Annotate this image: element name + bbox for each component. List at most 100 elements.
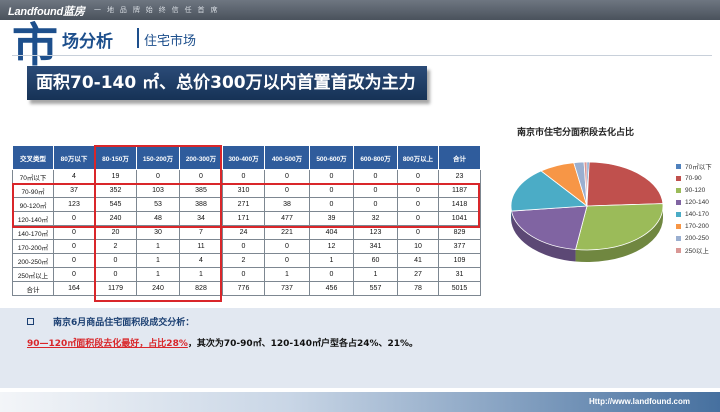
table-cell: 0: [397, 169, 439, 184]
table-cell: 477: [264, 211, 310, 226]
chart-legend: 70㎡以下 70-90 90-120 120-140 140-170 170-200 200…: [676, 160, 712, 256]
table-cell: 0: [264, 253, 310, 268]
table-cell: 240: [136, 281, 180, 296]
table-cell: 1: [179, 267, 223, 282]
column-header: 交叉类型: [12, 145, 54, 170]
analysis-title: 南京6月商品住宅面积段成交分析：: [53, 318, 195, 328]
table-cell: 0: [136, 169, 180, 184]
table-cell: 1: [309, 253, 354, 268]
pie-slice-side: [575, 206, 663, 262]
table-cell: 829: [438, 225, 481, 240]
legend-item: 170-200: [676, 220, 712, 232]
column-header: 80万以下: [53, 145, 95, 170]
table-cell: 1: [136, 253, 180, 268]
legend-label: 170-200: [685, 222, 709, 230]
table-cell: 1: [264, 267, 310, 282]
legend-item: 140-170: [676, 208, 712, 220]
row-label: 合计: [12, 281, 54, 296]
table-cell: 123: [353, 225, 398, 240]
cross-table: 交叉类型 80万以下 80-150万 150-200万 200-300万 300-400万…: [12, 145, 481, 296]
legend-swatch: [676, 187, 681, 193]
table-cell: 0: [264, 239, 310, 254]
table-cell: 0: [222, 239, 265, 254]
area-pie-chart: [510, 161, 664, 262]
legend-label: 70㎡以下: [685, 164, 712, 171]
table-cell: 0: [309, 183, 354, 198]
table-cell: 11: [179, 239, 223, 254]
table-cell: 0: [53, 253, 95, 268]
section-big-char: 市: [12, 18, 58, 72]
headline-banner: 面积70-140 ㎡、总价300万以内首置首改为主力: [27, 66, 427, 100]
table-cell: 103: [136, 183, 180, 198]
table-cell: 41: [397, 253, 439, 268]
table-cell: 1179: [94, 281, 137, 296]
table-cell: 0: [94, 253, 137, 268]
legend-swatch: [676, 211, 681, 217]
table-cell: 2: [222, 253, 265, 268]
table-cell: 0: [353, 197, 398, 212]
top-bar: Landfound蓝房 一 地 品 牌 始 终 信 任 首 席: [0, 0, 720, 20]
table-cell: 19: [94, 169, 137, 184]
legend-item: 120-140: [676, 196, 712, 208]
section-title: 场分析: [62, 32, 113, 52]
column-header: 800万以上: [397, 145, 439, 170]
legend-item: 200-250: [676, 232, 712, 244]
table-header-row: 交叉类型 80万以下 80-150万 150-200万 200-300万 300-400万…: [12, 145, 481, 170]
table-cell: 0: [397, 197, 439, 212]
table-cell: 0: [179, 169, 223, 184]
legend-swatch: [676, 223, 681, 229]
legend-label: 250以上: [685, 248, 709, 255]
section-divider: [137, 28, 139, 48]
table-cell: 31: [438, 267, 481, 282]
legend-item: 90-120: [676, 184, 712, 196]
table-cell: 123: [53, 197, 95, 212]
table-cell: 0: [309, 169, 354, 184]
column-header: 80-150万: [94, 145, 137, 170]
legend-label: 200-250: [685, 234, 709, 242]
row-label: 70㎡以下: [12, 169, 54, 184]
table-cell: 5015: [438, 281, 481, 296]
table-row: 合计 164 1179 240 828 776 737 456 557 78 5015: [12, 281, 481, 296]
table-cell: 171: [222, 211, 265, 226]
table-cell: 0: [94, 267, 137, 282]
legend-item: 250以上: [676, 244, 712, 256]
table-cell: 0: [222, 169, 265, 184]
table-cell: 240: [94, 211, 137, 226]
table-row: 70-90㎡ 37 352 103 385 310 0 0 0 0 1187: [12, 183, 481, 198]
table-cell: 545: [94, 197, 137, 212]
table-cell: 0: [353, 169, 398, 184]
table-cell: 27: [397, 267, 439, 282]
table-cell: 37: [53, 183, 95, 198]
table-cell: 109: [438, 253, 481, 268]
table-cell: 4: [179, 253, 223, 268]
footer-url[interactable]: Http://www.landfound.com: [588, 397, 690, 406]
table-cell: 78: [397, 281, 439, 296]
table-cell: 1187: [438, 183, 481, 198]
row-label: 140-170㎡: [12, 225, 54, 240]
row-label: 120-140㎡: [12, 211, 54, 226]
table-cell: 0: [397, 225, 439, 240]
footer-bar: Http://www.landfound.com: [0, 392, 720, 412]
row-label: 170-200㎡: [12, 239, 54, 254]
pie-slice-1: [586, 161, 664, 207]
table-cell: 39: [309, 211, 354, 226]
table-row: 200-250㎡ 0 0 1 4 2 0 1 60 41 109: [12, 253, 481, 268]
table-cell: 48: [136, 211, 180, 226]
row-label: 200-250㎡: [12, 253, 54, 268]
table-cell: 310: [222, 183, 265, 198]
pie-slice-4: [510, 170, 589, 212]
table-cell: 557: [353, 281, 398, 296]
table-cell: 0: [53, 239, 95, 254]
table-cell: 32: [353, 211, 398, 226]
table-cell: 30: [136, 225, 180, 240]
analysis-text: 90—120㎡面积段去化最好，占比28%，其次为70-90㎡、120-140㎡户…: [27, 336, 418, 349]
table-row: 250㎡以上 0 0 1 1 0 1 0 1 27 31: [12, 267, 481, 282]
table-row: 70㎡以下 4 19 0 0 0 0 0 0 0 23: [12, 169, 481, 184]
table-row: 140-170㎡ 0 20 30 7 24 221 404 123 0 829: [12, 225, 481, 240]
table-cell: 0: [353, 183, 398, 198]
table-cell: 1: [136, 239, 180, 254]
table-cell: 0: [397, 211, 439, 226]
table-cell: 385: [179, 183, 223, 198]
table-cell: 0: [53, 267, 95, 282]
table-cell: 60: [353, 253, 398, 268]
